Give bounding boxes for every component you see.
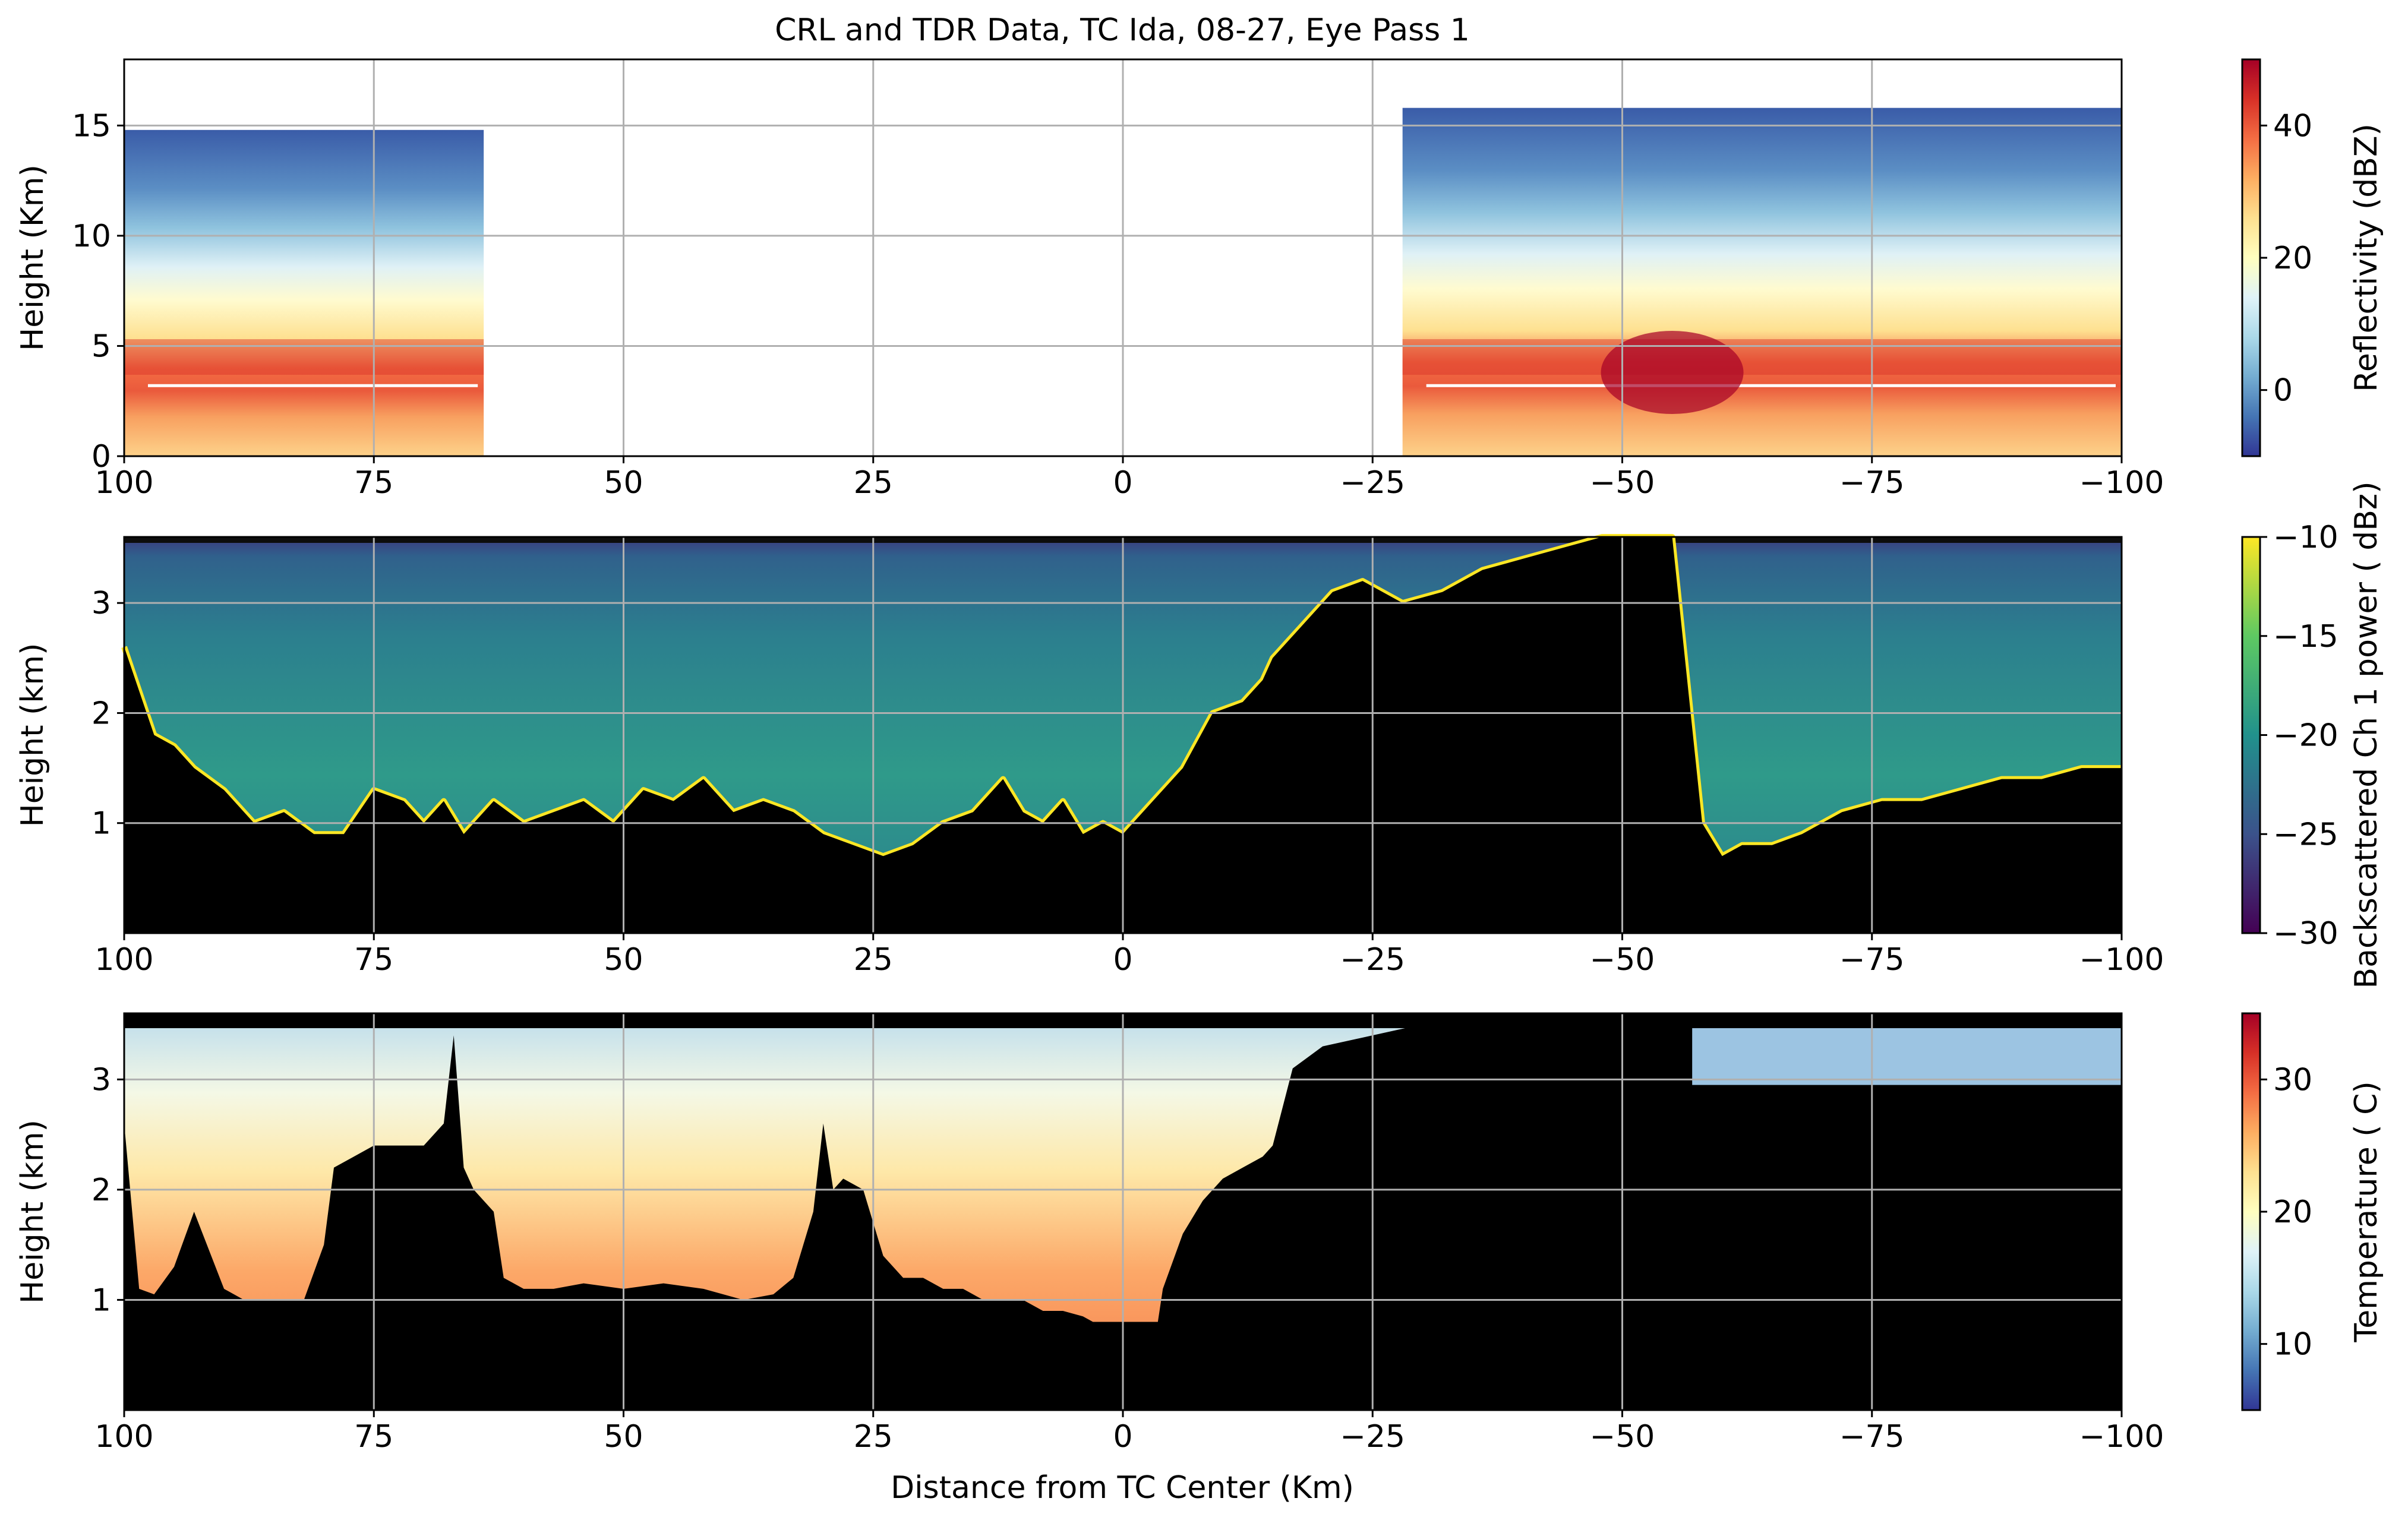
x-tick-label: −100 — [2079, 465, 2164, 501]
x-tick-label: 75 — [354, 1419, 393, 1455]
x-tick-label: 100 — [94, 465, 153, 501]
lidar-backscatter-panel: 100 75 50 25 0 −25 −50 −75 −100 1 2 3 Height (km) −10… — [15, 481, 2384, 988]
colorbar-tick-label: 30 — [2273, 1062, 2312, 1098]
x-tick-label: 25 — [854, 1419, 893, 1455]
x-tick-label: 50 — [604, 942, 643, 978]
colorbar — [2241, 58, 2261, 457]
max-reflectivity-core — [1601, 330, 1744, 414]
bright-band — [1402, 339, 2122, 375]
y-tick-label: 10 — [72, 219, 111, 254]
y-tick-label: 0 — [91, 439, 111, 475]
y-axis-label: Height (km) — [15, 643, 51, 827]
x-tick-label: −50 — [1590, 942, 1655, 978]
x-tick-label: −50 — [1590, 1419, 1655, 1455]
echo-segment — [124, 129, 484, 456]
reflectivity-panel: 100 75 50 25 0 −25 −50 −75 −100 0 5 10 15 Height (Km)… — [15, 58, 2384, 501]
x-tick-label: −100 — [2079, 942, 2164, 978]
colorbar-tick-label: −25 — [2273, 817, 2338, 852]
x-tick-label: 75 — [354, 465, 393, 501]
x-tick-label: 0 — [1113, 942, 1132, 978]
colorbar-tick-label: 0 — [2273, 373, 2293, 409]
x-tick-label: 50 — [604, 1419, 643, 1455]
x-tick-label: 0 — [1113, 465, 1132, 501]
temperature-panel: 100 75 50 25 0 −25 −50 −75 −100 1 2 3 Height (km) 10 2… — [15, 1012, 2384, 1455]
x-tick-label: −25 — [1340, 942, 1405, 978]
colorbar-label: Reflectivity (dBZ) — [2349, 124, 2384, 392]
cold-layer — [1692, 1028, 2122, 1085]
x-tick-label: 75 — [354, 942, 393, 978]
y-tick-label: 15 — [72, 108, 111, 144]
x-tick-label: −100 — [2079, 1419, 2164, 1455]
colorbar — [2241, 536, 2261, 934]
colorbar-tick-label: 40 — [2273, 108, 2312, 144]
x-tick-label: 50 — [604, 465, 643, 501]
y-tick-label: 2 — [91, 696, 111, 731]
colorbar — [2241, 1012, 2261, 1411]
y-axis-label: Height (Km) — [15, 165, 51, 351]
x-tick-label: −50 — [1590, 465, 1655, 501]
x-tick-label: −25 — [1340, 1419, 1405, 1455]
x-tick-label: −25 — [1340, 465, 1405, 501]
x-tick-label: 100 — [94, 942, 153, 978]
y-tick-label: 1 — [91, 806, 111, 842]
bright-band — [124, 339, 484, 375]
x-tick-label: 25 — [854, 465, 893, 501]
colorbar-tick-label: −10 — [2273, 520, 2338, 555]
colorbar-label: Temperature ( C) — [2349, 1081, 2384, 1342]
y-axis-label: Height (km) — [15, 1120, 51, 1304]
y-tick-label: 5 — [91, 328, 111, 364]
colorbar-tick-label: −15 — [2273, 619, 2338, 655]
colorbar-tick-label: −20 — [2273, 718, 2338, 754]
x-tick-label: 100 — [94, 1419, 153, 1455]
y-tick-label: 3 — [91, 586, 111, 621]
x-tick-label: −75 — [1839, 465, 1905, 501]
echo-segment — [1402, 108, 2122, 457]
x-tick-label: 0 — [1113, 1419, 1132, 1455]
colorbar-tick-label: 10 — [2273, 1327, 2312, 1363]
figure-title: CRL and TDR Data, TC Ida, 08-27, Eye Pas… — [775, 12, 1470, 48]
y-tick-label: 3 — [91, 1062, 111, 1098]
x-tick-label: −75 — [1839, 1419, 1905, 1455]
y-tick-label: 2 — [91, 1172, 111, 1208]
y-tick-label: 1 — [91, 1282, 111, 1318]
colorbar-tick-label: 20 — [2273, 241, 2312, 276]
x-axis-label: Distance from TC Center (Km) — [891, 1470, 1354, 1506]
x-tick-label: 25 — [854, 942, 893, 978]
colorbar-tick-label: −30 — [2273, 916, 2338, 952]
colorbar-label: Backscattered Ch 1 power ( dBz) — [2349, 481, 2384, 988]
colorbar-tick-label: 20 — [2273, 1194, 2312, 1230]
x-tick-label: −75 — [1839, 942, 1905, 978]
